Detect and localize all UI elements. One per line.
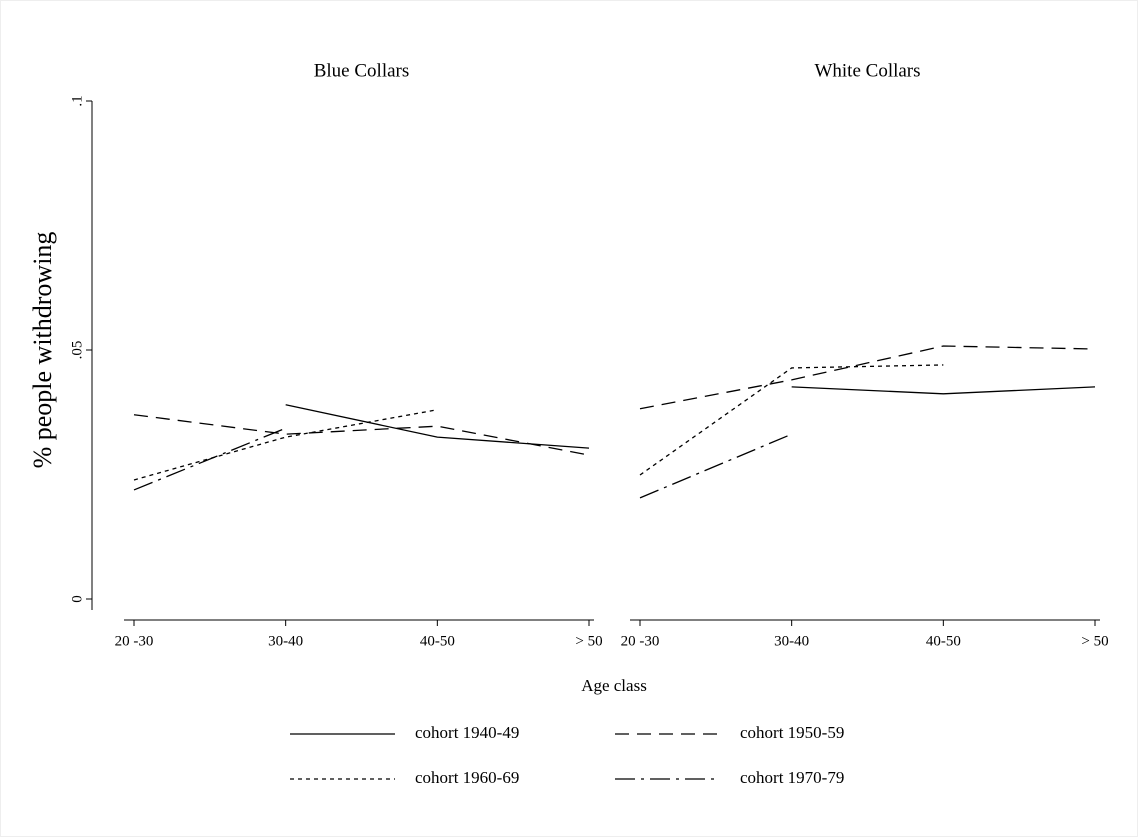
x-tick-label: > 50	[1081, 633, 1108, 649]
series-line	[133, 414, 590, 456]
panel-title: White Collars	[814, 60, 920, 81]
series-line	[791, 386, 1096, 395]
y-tick-label: 0	[69, 595, 85, 603]
x-tick-label: > 50	[575, 633, 602, 649]
legend-label: cohort 1970-79	[740, 768, 844, 787]
x-tick-label: 20 -30	[115, 633, 154, 649]
series-line	[133, 427, 286, 491]
x-tick-label: 30-40	[774, 633, 809, 649]
x-tick-label: 40-50	[926, 633, 961, 649]
legend-label: cohort 1940-49	[415, 723, 519, 742]
panel-title: Blue Collars	[314, 60, 410, 81]
legend-label: cohort 1960-69	[415, 768, 519, 787]
series-line	[285, 404, 590, 449]
y-axis-label: % people withdrowing	[28, 232, 57, 469]
y-tick-label: .05	[69, 341, 85, 360]
x-tick-label: 20 -30	[621, 633, 660, 649]
series-line	[639, 433, 792, 499]
y-tick-label: .1	[69, 95, 85, 106]
x-axis-label: Age class	[581, 676, 647, 695]
series-line	[639, 364, 944, 476]
series-line	[639, 345, 1096, 410]
legend-label: cohort 1950-59	[740, 723, 844, 742]
x-tick-label: 30-40	[268, 633, 303, 649]
x-tick-label: 40-50	[420, 633, 455, 649]
